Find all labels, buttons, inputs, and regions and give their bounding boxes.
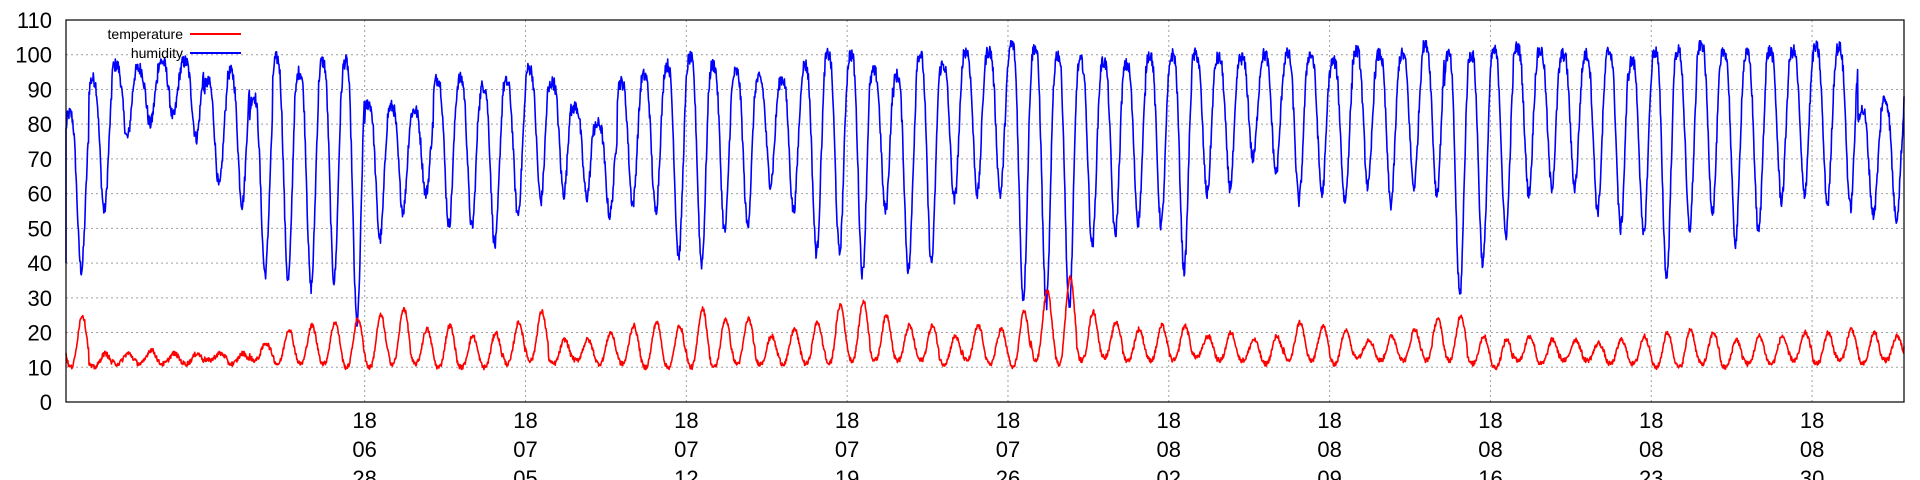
x-tick-label: 18: [1317, 408, 1341, 433]
x-tick-label: 18: [1800, 408, 1824, 433]
y-tick-label: 50: [28, 216, 52, 241]
x-tick-label: 18: [674, 408, 698, 433]
series-layer: [65, 40, 1905, 371]
legend-label-humidity: humidity: [131, 45, 183, 61]
x-tick-label: 07: [996, 437, 1020, 462]
y-tick-label: 70: [28, 147, 52, 172]
series-line-temperature: [65, 274, 1905, 371]
x-tick-label: 28: [352, 466, 376, 480]
x-tick-label: 07: [835, 437, 859, 462]
y-tick-label: 60: [28, 182, 52, 207]
x-tick-label: 09: [1317, 466, 1341, 480]
y-tick-label: 90: [28, 77, 52, 102]
x-tick-label: 08: [1478, 437, 1502, 462]
series-line-humidity: [65, 40, 1905, 327]
x-tick-label: 26: [996, 466, 1020, 480]
x-tick-label: 08: [1317, 437, 1341, 462]
x-tick-label: 02: [1157, 466, 1181, 480]
y-tick-label: 100: [15, 43, 52, 68]
x-tick-label: 18: [513, 408, 537, 433]
x-tick-label: 08: [1800, 437, 1824, 462]
x-tick-label: 16: [1478, 466, 1502, 480]
x-tick-label: 06: [352, 437, 376, 462]
x-tick-label: 12: [674, 466, 698, 480]
legend-label-temperature: temperature: [108, 26, 184, 42]
y-tick-label: 0: [40, 390, 52, 415]
plot-frame: [65, 19, 1905, 403]
x-tick-label: 19: [835, 466, 859, 480]
x-tick-label: 30: [1800, 466, 1824, 480]
x-tick-label: 18: [1478, 408, 1502, 433]
x-tick-label: 05: [513, 466, 537, 480]
x-tick-label: 23: [1639, 466, 1663, 480]
x-axis-ticks: 18 06 28 18 07 05 18 07 12 18 07 19 18 07 26 18 08 02 18 08…: [352, 408, 1824, 480]
legend: temperature humidity: [108, 26, 241, 61]
y-axis-ticks: 0 10 20 30 40 50 60 70 80 90 100 110: [15, 8, 52, 415]
x-tick-label: 18: [996, 408, 1020, 433]
x-tick-label: 08: [1639, 437, 1663, 462]
x-tick-label: 18: [835, 408, 859, 433]
x-tick-label: 18: [1157, 408, 1181, 433]
x-tick-label: 18: [352, 408, 376, 433]
y-tick-label: 30: [28, 286, 52, 311]
x-tick-label: 07: [674, 437, 698, 462]
y-tick-label: 110: [17, 8, 52, 33]
y-tick-label: 20: [28, 321, 52, 346]
x-tick-label: 07: [513, 437, 537, 462]
y-tick-label: 40: [28, 251, 52, 276]
x-tick-label: 08: [1157, 437, 1181, 462]
x-tick-label: 18: [1639, 408, 1663, 433]
y-tick-label: 10: [28, 355, 52, 380]
y-tick-label: 80: [28, 112, 52, 137]
